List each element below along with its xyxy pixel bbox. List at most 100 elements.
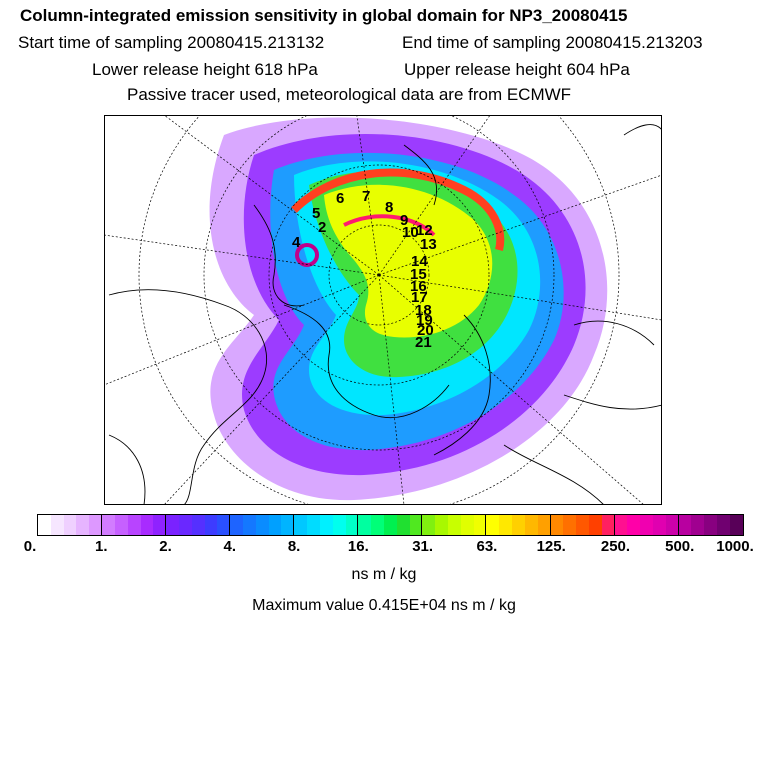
upper-release-height: Upper release height 604 hPa [404, 60, 630, 79]
colorbar-swatch [191, 515, 205, 535]
colorbar-tick-label: 1000. [716, 538, 754, 555]
trajectory-label: 17 [411, 289, 428, 306]
trajectory-label: 18 [415, 302, 432, 319]
lower-release-height: Lower release height 618 hPa [92, 60, 318, 79]
colorbar-swatch [678, 515, 692, 535]
colorbar-swatch [307, 515, 320, 535]
colorbar-swatch [396, 515, 410, 535]
trajectory-label: 4 [292, 234, 301, 251]
colorbar-swatch [178, 515, 192, 535]
colorbar-swatch [653, 515, 666, 535]
colorbar-tick-label: 500. [665, 538, 695, 555]
plume-yellow [324, 184, 493, 338]
trajectory-label: 13 [420, 236, 437, 253]
colorbar-swatch [550, 515, 564, 535]
colorbar-swatch [153, 515, 167, 535]
colorbar-swatch [729, 515, 743, 535]
colorbar-swatch [358, 515, 372, 535]
colorbar-swatch [691, 515, 705, 535]
colorbar-swatch [601, 515, 615, 535]
colorbar-tick-label: 2. [159, 538, 172, 555]
maximum-value: Maximum value 0.415E+04 ns m / kg [252, 597, 516, 614]
colorbar-tick-label: 250. [600, 538, 631, 555]
colorbar-swatch [76, 515, 90, 535]
start-time: Start time of sampling 20080415.213132 [18, 33, 325, 52]
trajectory-label: 8 [385, 199, 393, 216]
colorbar-swatch [448, 515, 461, 535]
colorbar-swatch [127, 515, 141, 535]
colorbar-tick-label: 31. [412, 538, 434, 555]
colorbar-swatch [281, 515, 295, 535]
colorbar-swatch [576, 515, 589, 535]
colorbar-swatch [512, 515, 525, 535]
trajectory-label: 15 [410, 266, 427, 283]
colorbar-swatch [383, 515, 397, 535]
colorbar-swatch [217, 515, 231, 535]
colorbar-swatch [537, 515, 551, 535]
colorbar-swatch [435, 515, 448, 535]
colorbar-swatch [665, 515, 679, 535]
plot-title: Column-integrated emission sensitivity i… [20, 6, 628, 25]
trajectory-label: 19 [416, 312, 433, 329]
colorbar-tick-label: 0. [23, 538, 37, 555]
colorbar-tick-label: 1. [95, 538, 108, 555]
colorbar-swatch [102, 515, 115, 535]
coastlines [108, 124, 662, 505]
colorbar-tick-label: 4. [223, 538, 237, 555]
colorbar-swatch [38, 515, 51, 535]
colorbar-swatch [230, 515, 243, 535]
trajectory-label: 21 [415, 334, 432, 351]
colorbar-swatch [243, 515, 256, 535]
colorbar-swatch [89, 515, 103, 535]
trajectory-label: 12 [416, 222, 433, 239]
end-time: End time of sampling 20080415.213203 [402, 33, 703, 52]
emission-sensitivity-map: 2 4 5 6 7 8 9 10 12 13 14 15 16 17 18 19… [104, 115, 662, 505]
plume-orange-arc [291, 168, 505, 251]
colorbar-swatch [486, 515, 500, 535]
colorbar-swatch [166, 515, 179, 535]
trajectory-label: 6 [336, 190, 344, 207]
colorbar-swatch [588, 515, 602, 535]
colorbar-swatch [499, 515, 513, 535]
plume-spiral [295, 243, 319, 267]
colorbar-swatch [140, 515, 154, 535]
colorbar-swatch [204, 515, 218, 535]
trajectory-label: 7 [362, 188, 370, 205]
colorbar-swatch [409, 515, 423, 535]
colorbar-swatch [640, 515, 653, 535]
trajectory-label: 20 [417, 322, 434, 339]
colorbar-swatch [345, 515, 359, 535]
colorbar-tick-label: 125. [536, 538, 566, 555]
trajectory-label: 14 [411, 253, 428, 270]
colorbar-swatch [563, 515, 577, 535]
colorbar-swatch [704, 515, 718, 535]
trajectory-label: 9 [400, 212, 408, 229]
colorbar-swatch [627, 515, 641, 535]
colorbar-swatch [114, 515, 128, 535]
colorbar-tick-label: 8. [287, 538, 301, 555]
colorbar-swatch [371, 515, 384, 535]
colorbar-swatch [422, 515, 436, 535]
colorbar-swatch [294, 515, 308, 535]
colorbar-swatch [319, 515, 333, 535]
colorbar-swatch [50, 515, 64, 535]
trajectory-label: 16 [410, 278, 427, 295]
projection-grid [104, 115, 662, 505]
colorbar-swatch [717, 515, 730, 535]
colorbar-unit: ns m / kg [351, 566, 417, 583]
colorbar-swatch [63, 515, 77, 535]
colorbar-swatch [614, 515, 628, 535]
colorbar [37, 514, 744, 536]
tracer-info: Passive tracer used, meteorological data… [127, 85, 572, 104]
colorbar-tick-label: 16. [347, 538, 369, 555]
trajectory-label: 5 [312, 205, 320, 222]
plume-red-core [343, 214, 436, 237]
colorbar-swatch [268, 515, 282, 535]
colorbar-swatch [255, 515, 269, 535]
colorbar-tick-label: 63. [476, 538, 498, 555]
colorbar-swatch [460, 515, 474, 535]
colorbar-swatch [332, 515, 346, 535]
colorbar-swatch [473, 515, 487, 535]
trajectory-label: 2 [318, 219, 326, 236]
colorbar-swatch [524, 515, 538, 535]
